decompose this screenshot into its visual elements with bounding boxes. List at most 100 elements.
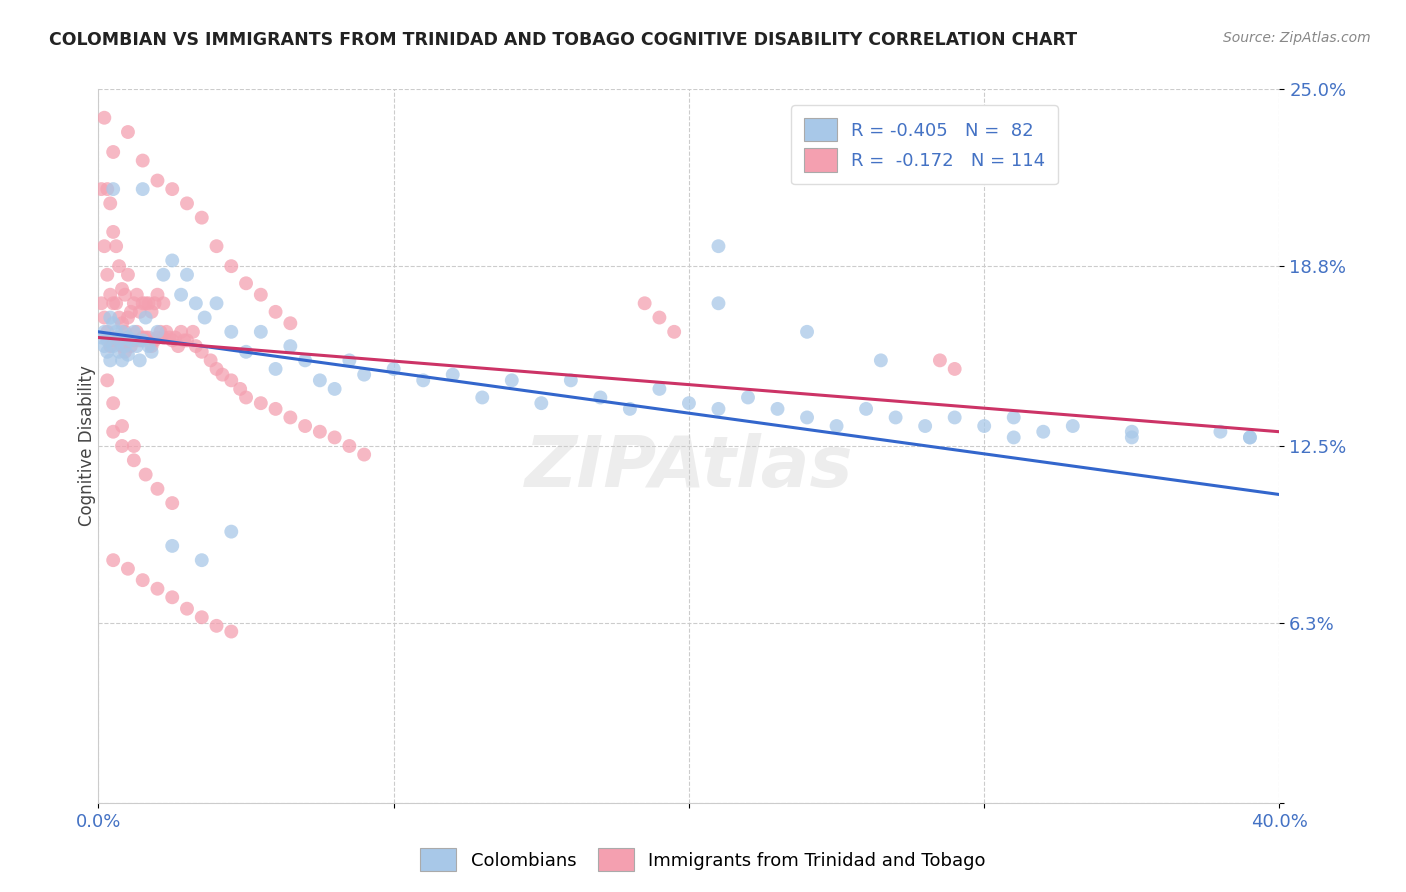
Point [471, 391, 494, 405]
Point [280, 339, 302, 353]
Point [294, 353, 316, 368]
Point [108, 334, 131, 348]
Point [162, 591, 183, 605]
Point [122, 439, 145, 453]
Point [93, 239, 115, 253]
Point [634, 296, 657, 310]
Legend: Colombians, Immigrants from Trinidad and Tobago: Colombians, Immigrants from Trinidad and… [413, 841, 993, 879]
Legend: R = -0.405   N =  82, R =  -0.172   N = 114: R = -0.405 N = 82, R = -0.172 N = 114 [792, 105, 1057, 185]
Point [132, 334, 155, 348]
Point [132, 330, 155, 344]
Point [205, 239, 228, 253]
Point [264, 362, 287, 376]
Point [766, 401, 789, 416]
Point [125, 287, 148, 301]
Point [114, 339, 136, 353]
Point [1002, 410, 1025, 425]
Point [111, 353, 134, 368]
Point [323, 382, 346, 396]
Point [90, 296, 112, 310]
Point [108, 344, 131, 359]
Point [103, 425, 125, 439]
Point [108, 310, 131, 325]
Point [103, 296, 125, 310]
Point [914, 419, 936, 434]
Point [146, 287, 169, 301]
Point [221, 325, 243, 339]
Point [98, 310, 121, 325]
Point [155, 325, 177, 339]
Point [825, 419, 848, 434]
Point [191, 344, 214, 359]
Point [221, 624, 243, 639]
Point [176, 601, 198, 615]
Point [117, 330, 139, 344]
Point [264, 401, 287, 416]
Point [93, 325, 115, 339]
Point [117, 348, 139, 362]
Point [205, 362, 228, 376]
Point [96, 334, 118, 348]
Point [176, 334, 198, 348]
Point [128, 353, 150, 368]
Point [128, 334, 150, 348]
Point [211, 368, 233, 382]
Point [884, 410, 907, 425]
Point [323, 430, 346, 444]
Point [122, 296, 145, 310]
Point [132, 573, 155, 587]
Point [111, 282, 134, 296]
Point [146, 173, 169, 187]
Point [167, 339, 190, 353]
Point [1121, 430, 1143, 444]
Point [221, 524, 243, 539]
Point [309, 373, 332, 387]
Point [353, 448, 375, 462]
Point [205, 296, 228, 310]
Point [105, 239, 128, 253]
Point [98, 339, 121, 353]
Point [108, 334, 131, 348]
Point [264, 305, 287, 319]
Point [103, 553, 125, 567]
Point [176, 196, 198, 211]
Point [93, 310, 115, 325]
Point [191, 610, 214, 624]
Point [737, 391, 759, 405]
Point [135, 310, 157, 325]
Point [221, 373, 243, 387]
Point [235, 277, 257, 291]
Point [146, 325, 169, 339]
Point [943, 362, 966, 376]
Point [162, 182, 183, 196]
Point [560, 373, 582, 387]
Point [93, 339, 115, 353]
Point [339, 353, 361, 368]
Point [250, 325, 273, 339]
Point [309, 425, 332, 439]
Point [117, 125, 139, 139]
Point [103, 182, 125, 196]
Point [96, 268, 118, 282]
Point [280, 316, 302, 330]
Point [162, 496, 183, 510]
Point [135, 296, 157, 310]
Point [157, 330, 180, 344]
Point [707, 239, 730, 253]
Point [105, 296, 128, 310]
Point [191, 553, 214, 567]
Point [125, 325, 148, 339]
Point [143, 296, 166, 310]
Point [120, 305, 142, 319]
Point [122, 325, 145, 339]
Point [96, 344, 118, 359]
Point [221, 259, 243, 273]
Point [103, 396, 125, 410]
Point [103, 316, 125, 330]
Point [870, 353, 893, 368]
Point [162, 334, 183, 348]
Point [103, 225, 125, 239]
Point [132, 296, 155, 310]
Point [111, 439, 134, 453]
Point [170, 325, 193, 339]
